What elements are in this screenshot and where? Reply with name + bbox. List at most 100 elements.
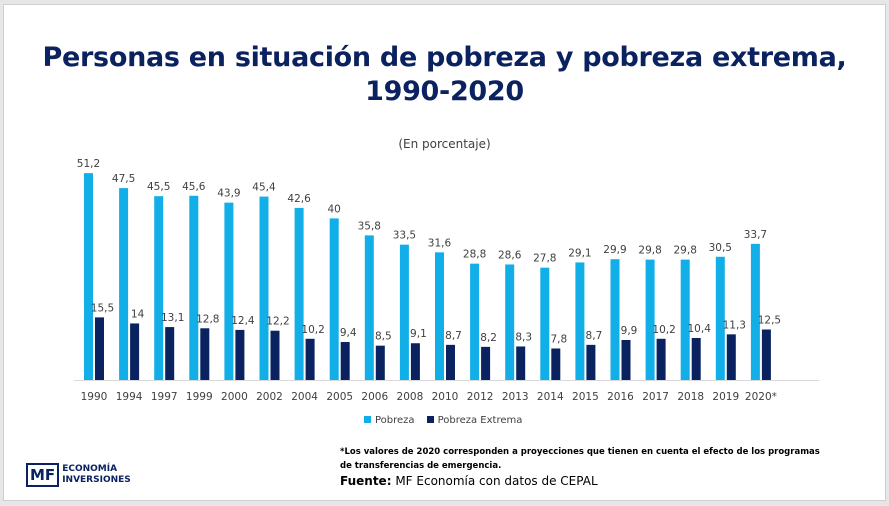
- data-label: 15,5: [91, 302, 114, 314]
- bar-pobreza-extrema: [340, 342, 350, 380]
- data-label: 51,2: [77, 158, 100, 170]
- data-label: 12,4: [231, 315, 255, 327]
- data-label: 40: [328, 203, 341, 215]
- bar-chart: 51,2 15,5 1990 47,5 14 1994 45,5 13,1 1997 45,6 12…: [74, 158, 819, 403]
- bar-pobreza-extrema: [235, 329, 245, 380]
- data-label: 45,6: [182, 181, 206, 193]
- bar-pobreza: [575, 262, 585, 380]
- data-label: 9,4: [340, 327, 357, 339]
- data-label: 27,8: [533, 253, 556, 265]
- source: Fuente: MF Economía con datos de CEPAL: [340, 474, 598, 488]
- data-label: 9,9: [621, 325, 638, 337]
- x-tick-label: 2015: [572, 391, 599, 403]
- bar-pobreza-extrema: [446, 344, 455, 380]
- x-tick-label: 2008: [397, 391, 424, 403]
- footnote: *Los valores de 2020 corresponden a proy…: [340, 447, 820, 471]
- x-tick-label: 2000: [221, 391, 248, 403]
- data-label: 14: [131, 308, 145, 320]
- data-label: 8,2: [480, 332, 497, 344]
- bar-pobreza-extrema: [375, 345, 385, 380]
- x-tick-label: 2004: [291, 391, 318, 403]
- bar-pobreza-extrema: [656, 338, 666, 380]
- bar-pobreza: [470, 263, 480, 380]
- data-label: 31,6: [428, 237, 452, 249]
- bar-pobreza: [505, 264, 515, 380]
- x-tick-label: 2016: [607, 391, 634, 403]
- bar-pobreza-extrema: [410, 343, 420, 380]
- x-tick-label: 1990: [81, 391, 108, 403]
- bar-pobreza: [364, 235, 374, 380]
- x-tick-label: 1997: [151, 391, 178, 403]
- data-label: 10,2: [652, 324, 675, 336]
- x-tick-label: 2006: [361, 391, 388, 403]
- legend-swatch-pobreza: [364, 416, 371, 423]
- source-label: Fuente:: [340, 474, 392, 488]
- data-label: 29,1: [568, 247, 591, 259]
- bar-pobreza-extrema: [691, 337, 701, 380]
- data-label: 7,8: [550, 333, 567, 345]
- data-label: 30,5: [709, 242, 732, 254]
- bar-pobreza-extrema: [305, 338, 315, 380]
- logo-line1: ECONOMÍA: [62, 464, 118, 474]
- logo-line2: INVERSIONES: [62, 475, 131, 485]
- bar-pobreza: [715, 256, 725, 380]
- bar-pobreza: [224, 202, 234, 380]
- data-label: 8,7: [586, 330, 603, 342]
- legend-swatch-pobreza-extrema: [426, 416, 434, 423]
- x-tick-label: 2014: [537, 391, 564, 403]
- data-label: 12,8: [196, 313, 219, 325]
- bar-pobreza: [435, 252, 444, 380]
- data-label: 11,3: [723, 319, 746, 331]
- bar-pobreza: [399, 244, 409, 380]
- data-label: 9,1: [410, 328, 427, 340]
- x-tick-label: 2012: [467, 391, 494, 403]
- x-tick-label: 2019: [712, 391, 739, 403]
- data-label: 43,9: [217, 188, 240, 200]
- legend-item-pobreza-extrema: Pobreza Extrema: [426, 415, 522, 426]
- bar-pobreza-extrema: [481, 346, 491, 380]
- legend-label: Pobreza: [375, 415, 415, 426]
- logo: MF ECONOMÍA INVERSIONES: [26, 463, 131, 487]
- bar-pobreza: [645, 259, 655, 380]
- bar-pobreza: [540, 267, 550, 380]
- data-label: 12,2: [266, 316, 289, 328]
- bar-pobreza: [259, 196, 269, 380]
- data-label: 28,8: [463, 249, 486, 261]
- data-label: 28,6: [498, 249, 522, 261]
- bar-pobreza-extrema: [761, 329, 771, 380]
- x-tick-label: 2017: [642, 391, 669, 403]
- x-tick-label: 2005: [326, 391, 353, 403]
- bar-pobreza-extrema: [621, 340, 631, 380]
- slide: Personas en situación de pobreza y pobre…: [3, 4, 886, 501]
- bar-pobreza-extrema: [165, 327, 175, 380]
- bar-pobreza: [154, 196, 164, 380]
- bar-pobreza: [329, 218, 339, 380]
- bar-pobreza-extrema: [726, 334, 736, 380]
- data-label: 8,3: [515, 331, 532, 343]
- bar-pobreza-extrema: [270, 330, 280, 380]
- data-label: 33,5: [393, 230, 416, 242]
- bar-pobreza: [680, 259, 690, 380]
- bar-pobreza: [189, 195, 199, 380]
- logo-mark: MF: [26, 463, 60, 487]
- bar-pobreza: [84, 173, 93, 380]
- bar-pobreza-extrema: [516, 346, 526, 380]
- data-label: 33,7: [744, 229, 767, 241]
- x-tick-label: 2020*: [745, 391, 777, 403]
- x-tick-label: 2002: [256, 391, 283, 403]
- data-label: 13,1: [161, 312, 184, 324]
- bar-pobreza-extrema: [586, 344, 596, 380]
- source-text: MF Economía con datos de CEPAL: [391, 474, 598, 488]
- data-label: 45,4: [252, 182, 276, 194]
- data-label: 12,5: [758, 315, 781, 327]
- bar-pobreza-extrema: [95, 317, 104, 380]
- data-label: 29,9: [603, 244, 626, 256]
- data-label: 42,6: [287, 193, 311, 205]
- bar-pobreza: [294, 207, 304, 380]
- data-label: 45,5: [147, 181, 170, 193]
- x-tick-label: 2010: [432, 391, 459, 403]
- data-label: 35,8: [358, 220, 381, 232]
- bar-pobreza-extrema: [130, 323, 140, 380]
- bar-pobreza: [119, 188, 129, 380]
- chart-title: Personas en situación de pobreza y pobre…: [42, 42, 847, 107]
